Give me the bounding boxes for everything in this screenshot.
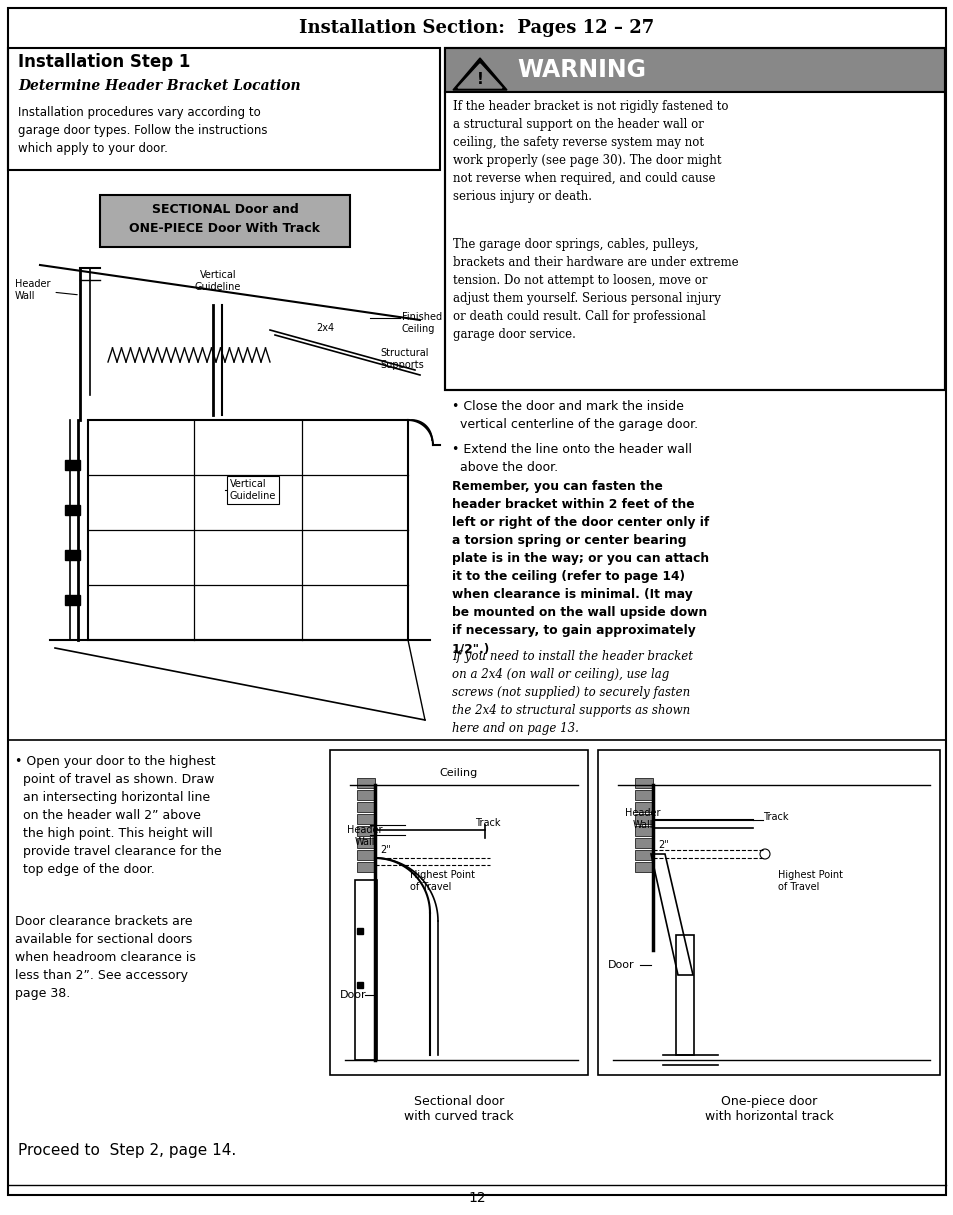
Bar [100, 194, 350, 247]
Bar [444, 49, 944, 390]
Text: Header
Wall: Header Wall [624, 808, 660, 830]
Text: One-piece door
with horizontal track: One-piece door with horizontal track [704, 1095, 833, 1123]
Bar [635, 778, 652, 789]
Bar [444, 49, 944, 92]
Bar [356, 790, 375, 799]
Bar [676, 936, 693, 1055]
Text: !: ! [476, 72, 483, 86]
Bar [65, 595, 80, 605]
Bar [356, 778, 375, 789]
Bar [65, 550, 80, 560]
Text: Header
Wall: Header Wall [15, 279, 77, 301]
Text: Determine Header Bracket Location: Determine Header Bracket Location [18, 79, 300, 94]
Polygon shape [457, 64, 501, 87]
Text: Proceed to  Step 2, page 14.: Proceed to Step 2, page 14. [18, 1142, 236, 1158]
Bar [356, 982, 363, 988]
Text: Door: Door [607, 960, 634, 970]
Text: Door clearance brackets are
available for sectional doors
when headroom clearanc: Door clearance brackets are available fo… [15, 915, 195, 1000]
Text: 2": 2" [658, 840, 668, 850]
Bar [88, 420, 408, 640]
Text: • Close the door and mark the inside
  vertical centerline of the garage door.: • Close the door and mark the inside ver… [452, 400, 698, 431]
Bar [356, 826, 375, 836]
Text: WARNING: WARNING [517, 58, 645, 81]
Polygon shape [453, 58, 506, 90]
Bar [356, 838, 375, 848]
Text: Track: Track [762, 812, 788, 823]
Bar [635, 826, 652, 836]
Bar [444, 92, 944, 390]
Text: Installation Section:  Pages 12 – 27: Installation Section: Pages 12 – 27 [299, 19, 654, 36]
Text: Vertical
Guideline: Vertical Guideline [194, 271, 241, 292]
Text: Remember, you can fasten the
header bracket within 2 feet of the
left or right o: Remember, you can fasten the header brac… [452, 480, 708, 655]
Bar [598, 750, 939, 1075]
Text: SECTIONAL Door and
ONE-PIECE Door With Track: SECTIONAL Door and ONE-PIECE Door With T… [130, 203, 320, 234]
Text: Finished
Ceiling: Finished Ceiling [401, 312, 441, 334]
Bar [330, 750, 587, 1075]
Text: Header
Wall: Header Wall [347, 825, 382, 847]
Text: Structural
Supports: Structural Supports [379, 347, 428, 369]
Bar [8, 49, 439, 170]
Bar [635, 850, 652, 860]
Bar [65, 505, 80, 515]
Bar [356, 850, 375, 860]
Text: • Extend the line onto the header wall
  above the door.: • Extend the line onto the header wall a… [452, 443, 691, 474]
Text: If the header bracket is not rigidly fastened to
a structural support on the hea: If the header bracket is not rigidly fas… [453, 100, 728, 203]
Text: Installation procedures vary according to
garage door types. Follow the instruct: Installation procedures vary according t… [18, 106, 267, 156]
Text: Installation Step 1: Installation Step 1 [18, 53, 191, 70]
Text: Highest Point
of Travel: Highest Point of Travel [410, 870, 475, 892]
Text: The garage door springs, cables, pulleys,
brackets and their hardware are under : The garage door springs, cables, pulleys… [453, 238, 738, 341]
Bar [635, 790, 652, 799]
Text: Highest Point
of Travel: Highest Point of Travel [778, 870, 842, 892]
Bar [635, 802, 652, 812]
Text: Ceiling: Ceiling [439, 768, 477, 778]
Bar [635, 814, 652, 824]
Text: Track: Track [475, 818, 500, 827]
Bar [65, 460, 80, 470]
Bar [355, 880, 376, 1059]
Text: 12: 12 [468, 1191, 485, 1205]
Text: 2x4: 2x4 [315, 323, 334, 333]
Text: Vertical
Guideline: Vertical Guideline [230, 479, 276, 501]
Bar [356, 861, 375, 872]
Bar [356, 928, 363, 934]
Text: • Open your door to the highest
  point of travel as shown. Draw
  an intersecti: • Open your door to the highest point of… [15, 755, 221, 876]
Bar [356, 814, 375, 824]
Text: If you need to install the header bracket
on a 2x4 (on wall or ceiling), use lag: If you need to install the header bracke… [452, 650, 692, 735]
Bar [635, 861, 652, 872]
Bar [356, 802, 375, 812]
Text: Door: Door [339, 990, 366, 1000]
Bar [635, 838, 652, 848]
Text: 2": 2" [379, 844, 391, 855]
Text: Sectional door
with curved track: Sectional door with curved track [404, 1095, 514, 1123]
